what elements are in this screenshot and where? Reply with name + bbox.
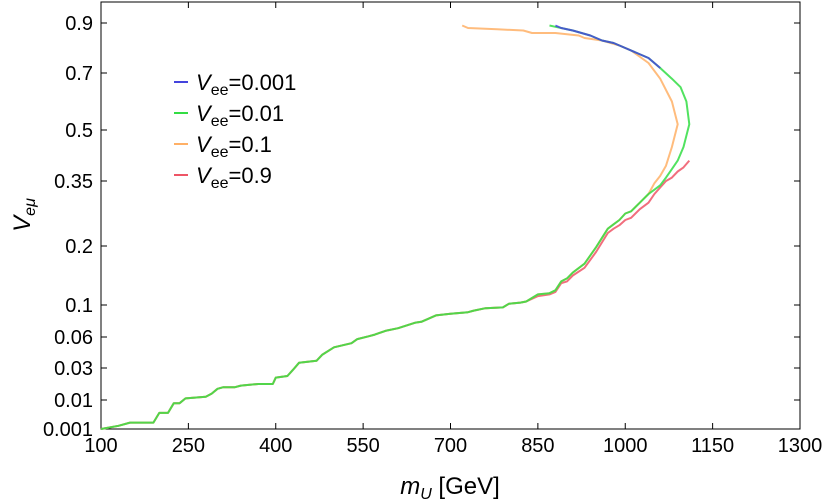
x-tick-label: 1150 xyxy=(691,435,734,457)
legend-label: Vee=0.1 xyxy=(196,132,272,161)
x-tick-label: 550 xyxy=(346,435,379,457)
series-line-0-01 xyxy=(100,24,691,430)
x-tick-label: 250 xyxy=(172,435,205,457)
y-tick-label: 0.01 xyxy=(54,390,93,412)
plot-frame xyxy=(100,1,801,430)
y-axis-label: Veμ xyxy=(9,198,39,232)
x-tick-label: 1000 xyxy=(603,435,648,457)
tick-labels: 100 250 400 550 700 850 1000 1150 1300 0.001 0.01 0… xyxy=(43,13,822,457)
y-tick-label: 0.35 xyxy=(54,171,93,193)
y-tick-label: 0.001 xyxy=(43,419,93,441)
axis-ticks xyxy=(100,2,801,430)
y-tick-label: 0.7 xyxy=(65,63,93,85)
y-tick-label: 0.06 xyxy=(54,327,93,349)
x-tick-label: 100 xyxy=(84,435,117,457)
x-tick-label: 1300 xyxy=(778,435,823,457)
x-tick-label: 400 xyxy=(259,435,292,457)
y-tick-label: 0.1 xyxy=(65,295,93,317)
legend-label: Vee=0.001 xyxy=(196,70,296,99)
y-tick-label: 0.03 xyxy=(54,358,93,380)
legend-label: Vee=0.9 xyxy=(196,163,272,192)
x-tick-label: 700 xyxy=(434,435,467,457)
x-axis-label: mU [GeV] xyxy=(400,473,500,501)
series-layer xyxy=(100,24,691,430)
y-tick-label: 0.9 xyxy=(65,13,93,35)
y-tick-label: 0.2 xyxy=(65,236,93,258)
series-line-0-001 xyxy=(555,24,661,69)
y-tick-label: 0.5 xyxy=(65,120,93,142)
x-tick-label: 850 xyxy=(521,435,554,457)
legend-label: Vee=0.01 xyxy=(196,101,284,130)
